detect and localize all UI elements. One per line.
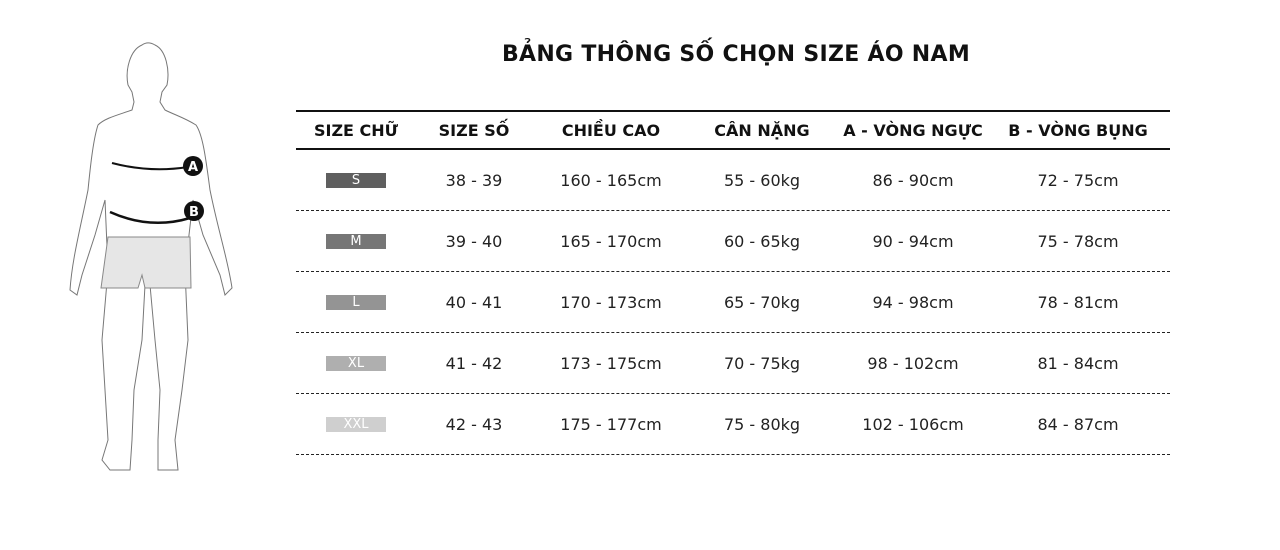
table-row: XXL 42 - 43 175 - 177cm 75 - 80kg 102 - 106c… [296, 394, 1170, 455]
size-badge: M [326, 233, 386, 249]
size-badge: XL [326, 355, 386, 371]
cell-weight: 75 - 80kg [723, 414, 801, 434]
marker-a: A [188, 160, 198, 175]
cell-number: 41 - 42 [445, 353, 503, 373]
cell-number: 40 - 41 [445, 292, 503, 312]
cell-weight: 55 - 60kg [723, 170, 801, 190]
marker-a-icon [183, 156, 203, 176]
cell-size: S [326, 150, 386, 210]
header-size-number: SIZE SỐ [438, 120, 510, 140]
cell-waist: 78 - 81cm [1037, 292, 1119, 312]
size-badge: S [326, 172, 386, 188]
table-row: XL 41 - 42 173 - 175cm 70 - 75kg 98 - 102cm 8… [296, 333, 1170, 394]
cell-number: 38 - 39 [445, 170, 503, 190]
size-table: SIZE CHỮ SIZE SỐ CHIỀU CAO CÂN NẶNG A - … [296, 110, 1170, 455]
chest-measure-line [111, 162, 189, 171]
cell-size: XL [326, 333, 386, 393]
cell-chest: 86 - 90cm [872, 170, 954, 190]
body-measurement-figure: A B [69, 42, 233, 471]
cell-chest: 102 - 106cm [862, 414, 964, 434]
cell-height: 160 - 165cm [560, 170, 662, 190]
header-height: CHIỀU CAO [561, 120, 661, 140]
cell-number: 42 - 43 [445, 414, 503, 434]
cell-waist: 84 - 87cm [1037, 414, 1119, 434]
table-row: M 39 - 40 165 - 170cm 60 - 65kg 90 - 94cm 75 … [296, 211, 1170, 272]
cell-chest: 98 - 102cm [867, 353, 959, 373]
shorts [100, 236, 192, 289]
table-header: SIZE CHỮ SIZE SỐ CHIỀU CAO CÂN NẶNG A - … [296, 110, 1170, 150]
cell-height: 170 - 173cm [560, 292, 662, 312]
cell-chest: 90 - 94cm [872, 231, 954, 251]
cell-waist: 72 - 75cm [1037, 170, 1119, 190]
header-waist: B - VÒNG BỤNG [1008, 120, 1148, 140]
cell-height: 165 - 170cm [560, 231, 662, 251]
cell-weight: 65 - 70kg [723, 292, 801, 312]
cell-number: 39 - 40 [445, 231, 503, 251]
cell-waist: 75 - 78cm [1037, 231, 1119, 251]
cell-waist: 81 - 84cm [1037, 353, 1119, 373]
header-weight: CÂN NẶNG [714, 120, 810, 140]
cell-size: L [326, 272, 386, 332]
cell-height: 175 - 177cm [560, 414, 662, 434]
cell-weight: 60 - 65kg [723, 231, 801, 251]
page-title: BẢNG THÔNG SỐ CHỌN SIZE ÁO NAM [501, 42, 971, 67]
waist-measure-line [109, 210, 191, 225]
table-row: S 38 - 39 160 - 165cm 55 - 60kg 86 - 90cm 72 … [296, 150, 1170, 211]
cell-chest: 94 - 98cm [872, 292, 954, 312]
size-badge: XXL [326, 416, 386, 432]
cell-size: XXL [326, 394, 386, 454]
header-size-letter: SIZE CHỮ [313, 120, 399, 140]
body-outline [69, 42, 233, 471]
cell-weight: 70 - 75kg [723, 353, 801, 373]
marker-b-icon [184, 201, 204, 221]
cell-size: M [326, 211, 386, 271]
cell-height: 173 - 175cm [560, 353, 662, 373]
size-badge: L [326, 294, 386, 310]
table-row: L 40 - 41 170 - 173cm 65 - 70kg 94 - 98cm 78 … [296, 272, 1170, 333]
marker-b: B [189, 205, 199, 220]
header-chest: A - VÒNG NGỰC [843, 120, 983, 140]
